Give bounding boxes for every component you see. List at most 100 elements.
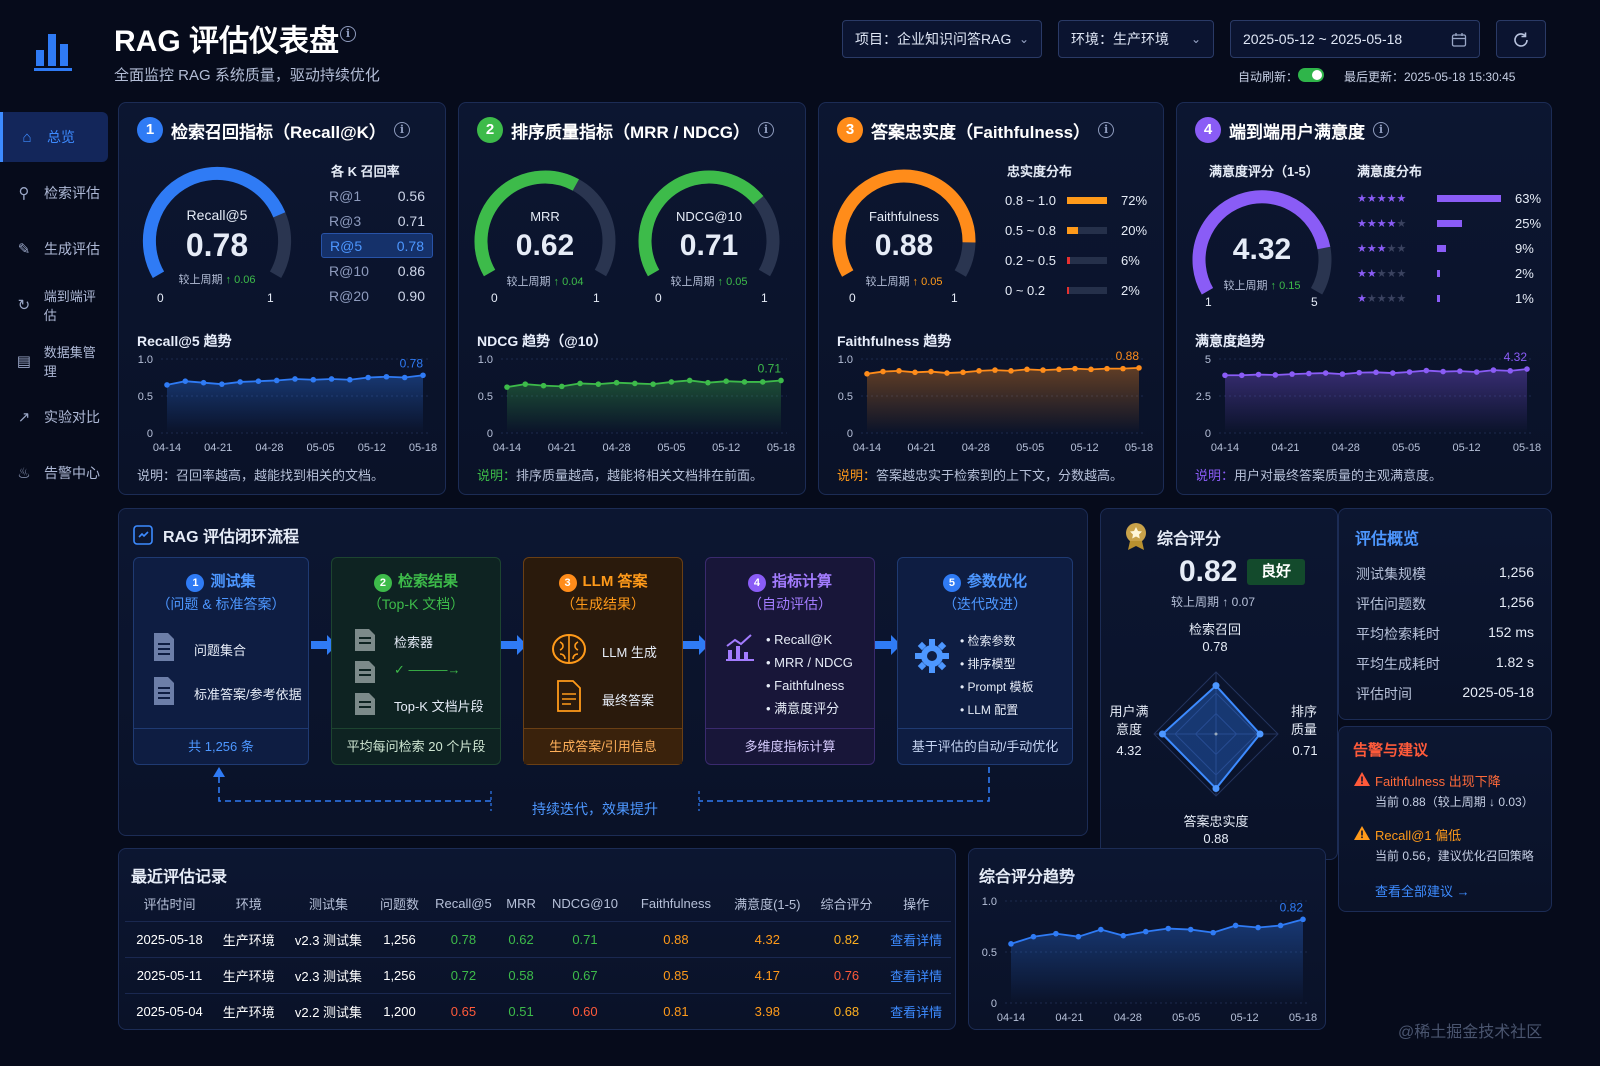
info-icon[interactable]: i — [393, 122, 410, 138]
flow-step-sub: （Top-K 文档） — [367, 596, 465, 612]
date-range-picker[interactable]: 2025-05-12 ~ 2025-05-18 — [1230, 20, 1480, 58]
sidebar-item-dataset[interactable]: ▤ 数据集管理 — [0, 336, 108, 386]
data-point — [723, 378, 729, 384]
document-icon — [354, 660, 376, 689]
flow-step-metrics[interactable]: 4 指标计算 （自动评估） • Recall@K • MRR / NDCG • F… — [705, 557, 875, 765]
k-row: R@1 0.56 — [321, 183, 433, 208]
data-point — [1490, 367, 1497, 373]
gauge-label: MRR — [530, 209, 560, 224]
y-tick-label: 1.0 — [982, 896, 997, 908]
delta-value: ↑ 0.15 — [1270, 280, 1301, 292]
view-detail-link[interactable]: 查看详情 — [881, 992, 951, 1029]
answer-document-icon — [556, 680, 582, 717]
table-cell: 0.88 — [629, 920, 723, 957]
ndcg-gauge — [638, 170, 780, 277]
bar-chart-logo-icon — [34, 34, 72, 71]
x-tick-label: 04-28 — [1332, 442, 1360, 454]
x-tick-label: 04-14 — [853, 442, 881, 454]
radar-label-faithfulness: 答案忠实度 — [1183, 814, 1249, 829]
sidebar-item-retrieval-eval[interactable]: ⚲ 检索评估 — [0, 168, 108, 218]
data-point — [310, 376, 317, 383]
data-point — [1008, 368, 1014, 374]
column-header: 测试集 — [308, 897, 348, 913]
data-point — [182, 378, 189, 384]
project-select[interactable]: 项目：企业知识问答RAG ⌄ — [842, 20, 1042, 58]
dist-bar-track — [1067, 287, 1107, 294]
info-icon[interactable]: i — [757, 122, 774, 138]
delta-label: 较上周期 — [670, 276, 715, 288]
flow-step-optimize[interactable]: 5 参数优化 （迭代改进） • 检索参数 • 排序模型 • Prompt 模板 •… — [897, 557, 1073, 765]
table-cell: 1,256 — [373, 956, 426, 993]
view-detail-link[interactable]: 查看详情 — [881, 920, 951, 957]
data-point — [365, 374, 371, 381]
y-tick-label: 1.0 — [138, 354, 153, 366]
info-icon[interactable]: i — [1098, 122, 1115, 138]
gauge-max: 1 — [267, 291, 274, 305]
dist-row: ★★★★★ 63% — [1357, 191, 1541, 206]
table-cell: 0.68 — [811, 992, 882, 1029]
database-icon: ▤ — [16, 353, 31, 370]
overall-trend-chart: 1.0 0.5 004-14 04-21 04-28 05-05 05-12 05-18 0.8… — [982, 896, 1317, 1024]
step-number-badge: 3 — [558, 574, 577, 592]
step-title-text: LLM 答案 — [582, 573, 648, 590]
view-detail-link[interactable]: 查看详情 — [881, 956, 951, 993]
sidebar-item-e2e-eval[interactable]: ↻ 端到端评估 — [0, 280, 108, 330]
date-range-value: 2025-05-12 ~ 2025-05-18 — [1243, 31, 1403, 47]
k-value: 0.71 — [397, 212, 425, 229]
dist-range: 0.8 ~ 1.0 — [1005, 193, 1056, 208]
data-point — [1389, 370, 1396, 376]
dist-bar-track — [1437, 270, 1501, 277]
data-point — [1120, 365, 1126, 372]
y-tick-label: 5 — [1205, 354, 1211, 366]
app-logo — [34, 30, 74, 72]
flow-item: MRR / NDCG — [774, 655, 853, 670]
dist-row: ★★★★★ 1% — [1357, 291, 1534, 306]
flow-title: RAG 评估闭环流程 — [163, 529, 300, 546]
overall-trend-panel: 综合评分趋势 1.0 0.5 0 04-14 04-21 04-28 05-05 05-12 0… — [968, 848, 1326, 1030]
alert-title[interactable]: Recall@1 偏低 — [1375, 828, 1462, 843]
alert-title[interactable]: Faithfulness 出现下降 — [1375, 774, 1501, 789]
sidebar-item-alerts[interactable]: ♨ 告警中心 — [0, 448, 108, 498]
flow-step-testset[interactable]: 1 测试集 （问题 & 标准答案） 问题集合 标准答案/参考依据 共 1,256 … — [133, 557, 309, 765]
info-icon[interactable]: i — [340, 26, 356, 42]
table-cell: 生产环境 — [213, 992, 284, 1029]
sidebar-item-experiment[interactable]: ↗ 实验对比 — [0, 392, 108, 442]
data-point — [1165, 925, 1172, 932]
table-body: 2025-05-18 生产环境 v2.3 测试集 1,256 0.78 0.62 0.71 0… — [125, 920, 951, 1029]
k-label: R@5 — [330, 237, 363, 254]
radar-point — [1158, 730, 1166, 738]
data-point — [1272, 372, 1279, 378]
info-icon[interactable]: i — [1373, 122, 1389, 138]
x-tick-label: 05-05 — [307, 442, 335, 454]
sidebar-item-generation-eval[interactable]: ✎ 生成评估 — [0, 224, 108, 274]
loop-label: 持续迭代，效果提升 — [532, 801, 658, 817]
data-point — [1142, 928, 1149, 935]
delta-label: 较上周期 — [1223, 280, 1268, 292]
view-all-suggestions-link[interactable]: 查看全部建议 → — [1375, 884, 1470, 899]
k-label: R@1 — [329, 187, 362, 204]
overview-row: 评估时间 2025-05-18 — [1356, 684, 1534, 704]
table-cell: 0.51 — [501, 992, 541, 1029]
gauge-max: 1 — [593, 291, 600, 305]
sidebar-item-overview[interactable]: ⌂ 总览 — [0, 112, 108, 162]
data-point — [1075, 933, 1082, 940]
series-area — [1225, 369, 1527, 433]
gauge-title: 满意度评分（1-5） — [1209, 164, 1319, 179]
env-select[interactable]: 环境：生产环境 ⌄ — [1058, 20, 1214, 58]
sidebar-item-label: 端到端评估 — [43, 289, 96, 323]
arrow-right-icon — [501, 635, 527, 655]
auto-refresh-toggle[interactable] — [1298, 68, 1324, 82]
gauge-fill — [142, 166, 286, 279]
flow-step-title: 5 参数优化 — [898, 570, 1072, 592]
dist-range: 0.5 ~ 0.8 — [1005, 223, 1056, 238]
radar-chart — [1153, 671, 1279, 797]
flow-step-llm-answer[interactable]: 3 LLM 答案 （生成结果） LLM 生成 最终答案 生成答案/引用信息 — [523, 557, 683, 765]
refresh-button[interactable] — [1496, 20, 1546, 58]
data-point — [1440, 368, 1446, 375]
data-point — [1524, 366, 1530, 372]
flow-step-retrieval[interactable]: 2 检索结果 （Top-K 文档） 检索器 ✓ ———→ Top-K 文档片段 平… — [331, 557, 501, 765]
satisfaction-trend-chart: 5 2.5 004-14 04-21 04-28 05-05 05-12 05-18 4.32 — [1196, 350, 1541, 454]
faithfulness-trend-chart: 1.0 0.5 004-14 04-21 04-28 05-05 05-12 05-18 0.8… — [838, 349, 1153, 454]
star-rating: ★★★★★ — [1357, 268, 1407, 280]
step-number-badge: 3 — [837, 117, 863, 143]
